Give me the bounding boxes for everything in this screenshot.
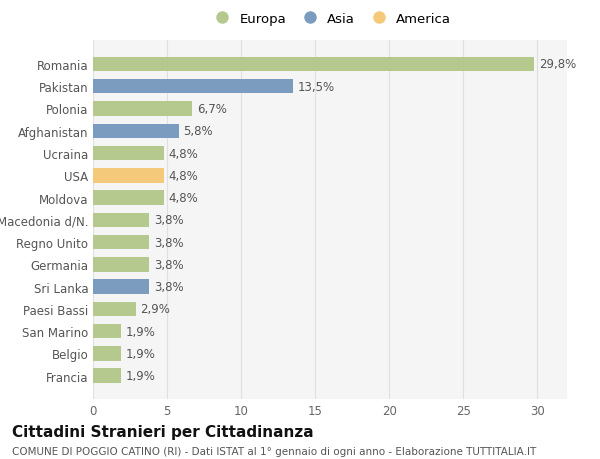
Text: 6,7%: 6,7%	[197, 103, 227, 116]
Bar	[93, 235, 149, 250]
Text: 1,9%: 1,9%	[125, 369, 155, 382]
Text: 1,9%: 1,9%	[125, 325, 155, 338]
Text: 3,8%: 3,8%	[154, 214, 184, 227]
Bar	[93, 257, 149, 272]
Bar	[93, 213, 149, 228]
Text: 5,8%: 5,8%	[184, 125, 213, 138]
Text: 2,9%: 2,9%	[140, 302, 170, 316]
Text: 1,9%: 1,9%	[125, 347, 155, 360]
Bar	[93, 168, 164, 183]
Text: 13,5%: 13,5%	[298, 80, 335, 94]
Bar	[93, 57, 535, 72]
Bar	[93, 191, 164, 205]
Bar	[93, 324, 121, 339]
Text: COMUNE DI POGGIO CATINO (RI) - Dati ISTAT al 1° gennaio di ogni anno - Elaborazi: COMUNE DI POGGIO CATINO (RI) - Dati ISTA…	[12, 446, 536, 456]
Text: Cittadini Stranieri per Cittadinanza: Cittadini Stranieri per Cittadinanza	[12, 425, 314, 440]
Bar	[93, 146, 164, 161]
Bar	[93, 102, 192, 117]
Bar	[93, 80, 293, 94]
Bar	[93, 369, 121, 383]
Text: 3,8%: 3,8%	[154, 236, 184, 249]
Text: 29,8%: 29,8%	[539, 58, 576, 71]
Bar	[93, 302, 136, 316]
Bar	[93, 347, 121, 361]
Text: 4,8%: 4,8%	[169, 147, 198, 160]
Bar	[93, 280, 149, 294]
Bar	[93, 124, 179, 139]
Text: 4,8%: 4,8%	[169, 169, 198, 182]
Text: 4,8%: 4,8%	[169, 191, 198, 205]
Text: 3,8%: 3,8%	[154, 258, 184, 271]
Text: 3,8%: 3,8%	[154, 280, 184, 293]
Legend: Europa, Asia, America: Europa, Asia, America	[204, 8, 456, 31]
